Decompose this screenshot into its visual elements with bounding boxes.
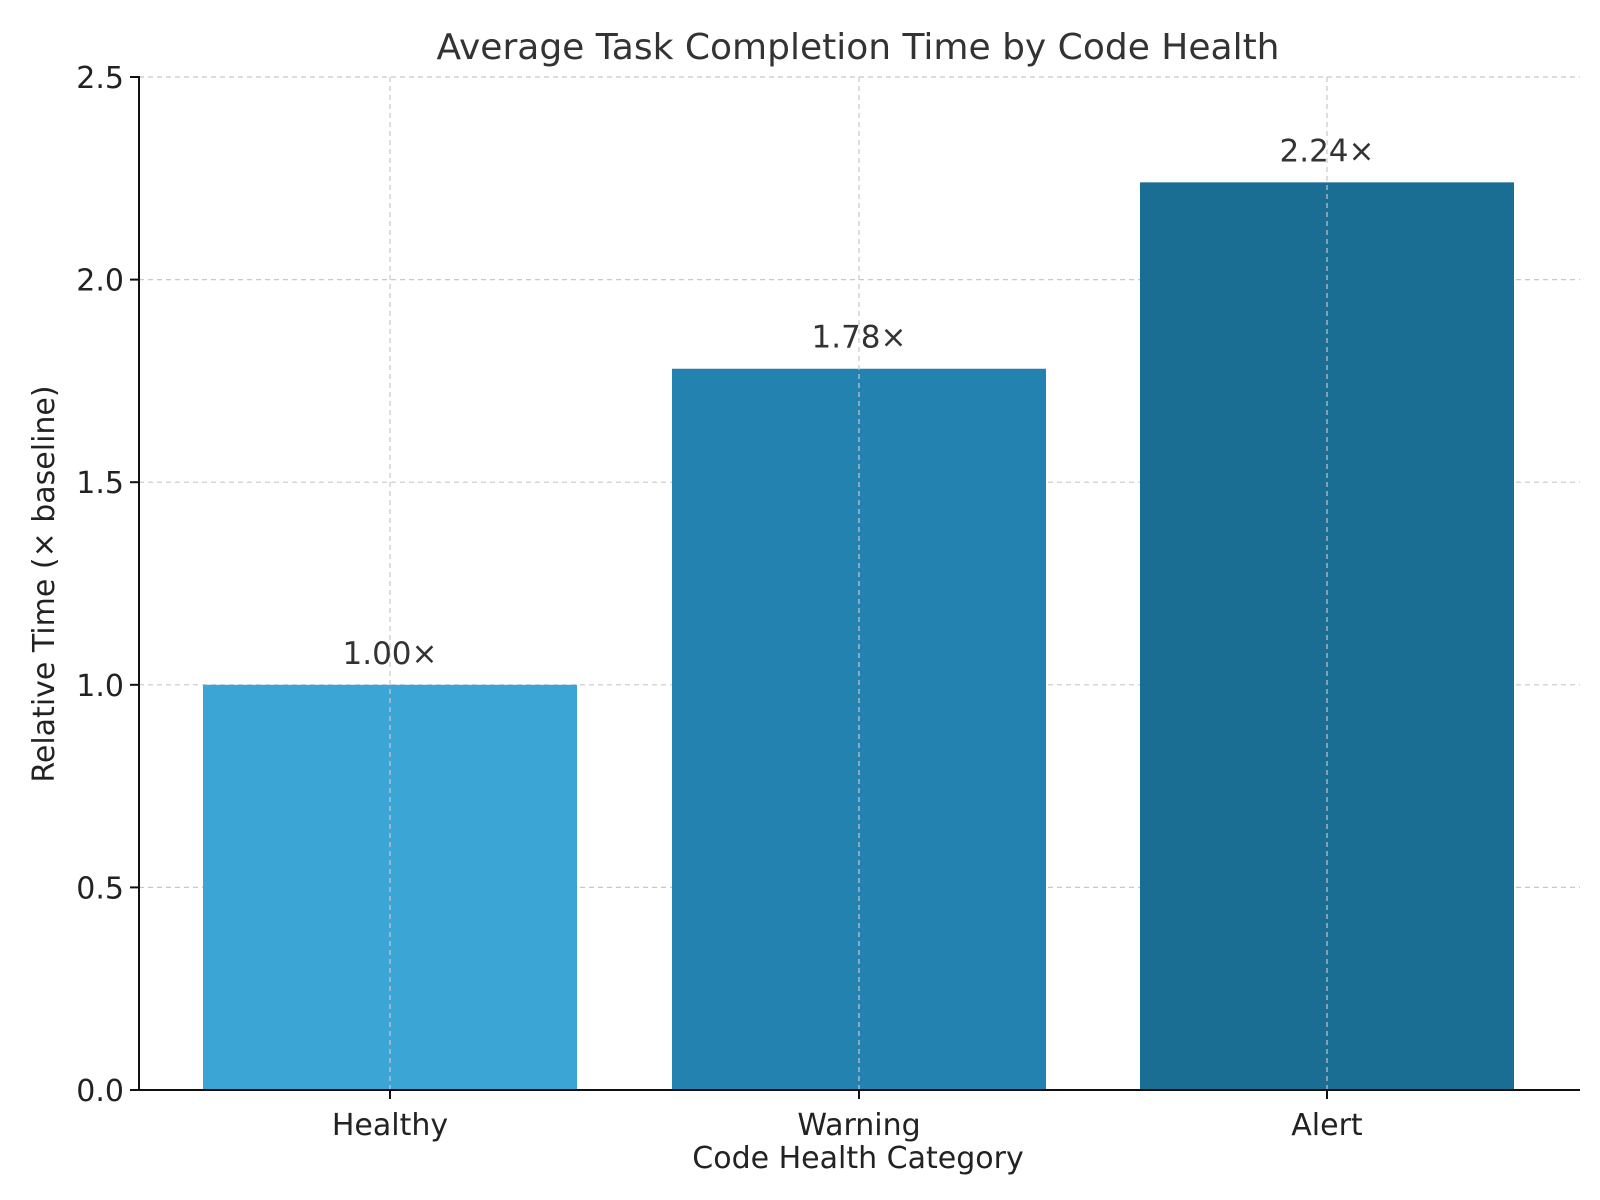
vertical-grid — [389, 77, 1328, 1090]
x-tick-label: Alert — [1291, 1108, 1363, 1143]
y-tick-label: 1.0 — [76, 669, 124, 704]
ticks: 0.0 0.5 1.0 1.5 2.0 2.5 Healthy Warning Alert — [76, 61, 1363, 1143]
x-tick-label: Healthy — [332, 1108, 448, 1143]
y-tick-label: 0.0 — [76, 1074, 124, 1109]
y-tick-label: 2.5 — [76, 61, 124, 96]
bar-value-label: 1.00× — [343, 636, 438, 672]
y-tick-label: 0.5 — [76, 871, 124, 906]
y-tick-label: 2.0 — [76, 264, 124, 299]
bar-value-label: 2.24× — [1280, 133, 1375, 169]
data-labels: 1.00× 1.78× 2.24× — [343, 133, 1375, 671]
x-tick-label: Warning — [797, 1108, 920, 1143]
bar-value-label: 1.78× — [812, 320, 907, 356]
chart-title: Average Task Completion Time by Code Hea… — [436, 27, 1279, 68]
y-tick-label: 1.5 — [76, 466, 124, 501]
y-axis-title: Relative Time (× baseline) — [27, 385, 62, 782]
x-axis-title: Code Health Category — [692, 1141, 1023, 1176]
